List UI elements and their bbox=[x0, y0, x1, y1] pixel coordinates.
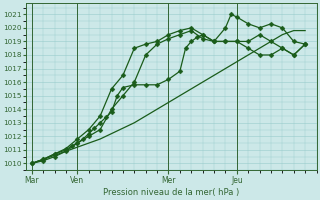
X-axis label: Pression niveau de la mer( hPa ): Pression niveau de la mer( hPa ) bbox=[103, 188, 239, 197]
